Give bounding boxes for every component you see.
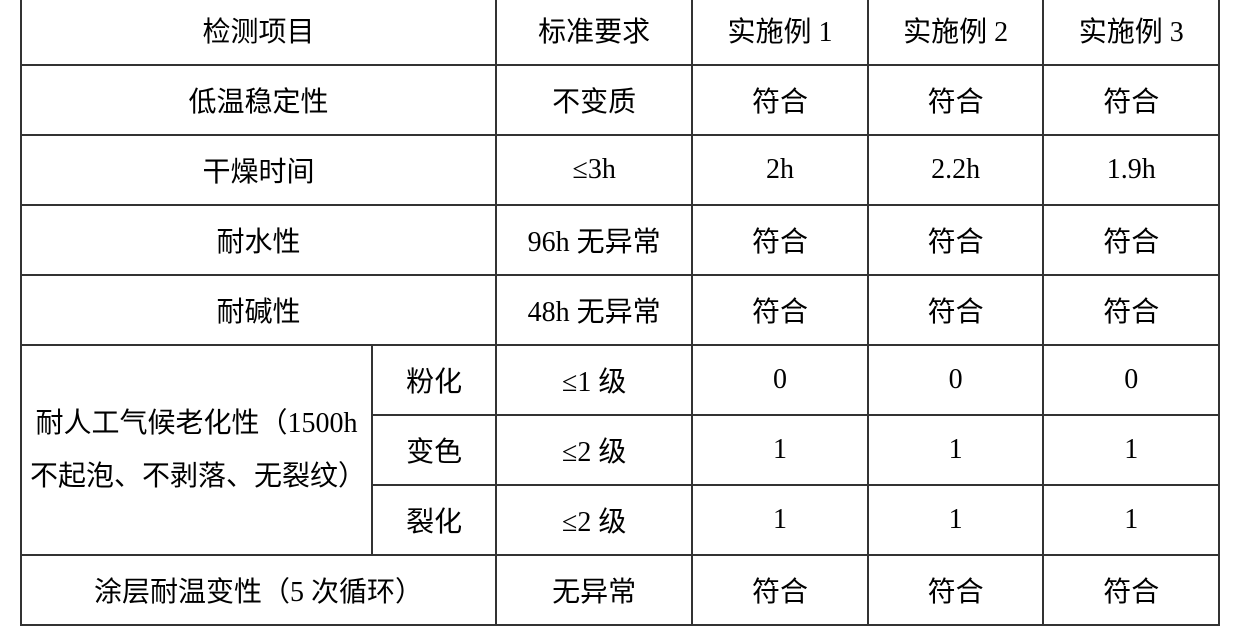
- ex2-cell: 符合: [868, 275, 1044, 345]
- ex2-cell: 0: [868, 345, 1044, 415]
- standard-cell: ≤1 级: [496, 345, 692, 415]
- header-standard: 标准要求: [496, 0, 692, 65]
- ex1-cell: 符合: [692, 65, 868, 135]
- ex3-cell: 0: [1043, 345, 1219, 415]
- item-cell: 耐碱性: [21, 275, 496, 345]
- ex3-cell: 1: [1043, 485, 1219, 555]
- ex2-cell: 符合: [868, 555, 1044, 625]
- ex1-cell: 2h: [692, 135, 868, 205]
- header-row: 检测项目 标准要求 实施例 1 实施例 2 实施例 3: [21, 0, 1219, 65]
- ex1-cell: 符合: [692, 275, 868, 345]
- table-row: 涂层耐温变性（5 次循环） 无异常 符合 符合 符合: [21, 555, 1219, 625]
- ex3-cell: 1.9h: [1043, 135, 1219, 205]
- header-item: 检测项目: [21, 0, 496, 65]
- header-ex1: 实施例 1: [692, 0, 868, 65]
- ex1-cell: 符合: [692, 205, 868, 275]
- standard-cell: 无异常: [496, 555, 692, 625]
- table-row: 干燥时间 ≤3h 2h 2.2h 1.9h: [21, 135, 1219, 205]
- sub-item-cell: 粉化: [372, 345, 496, 415]
- ex3-cell: 符合: [1043, 555, 1219, 625]
- standard-cell: ≤2 级: [496, 415, 692, 485]
- item-cell: 低温稳定性: [21, 65, 496, 135]
- ex2-cell: 1: [868, 485, 1044, 555]
- sub-item-cell: 裂化: [372, 485, 496, 555]
- table-row: 耐碱性 48h 无异常 符合 符合 符合: [21, 275, 1219, 345]
- item-cell: 耐水性: [21, 205, 496, 275]
- standard-cell: ≤3h: [496, 135, 692, 205]
- ex2-cell: 1: [868, 415, 1044, 485]
- weather-group-label: 耐人工气候老化性（1500h 不起泡、不剥落、无裂纹）: [21, 345, 372, 555]
- header-ex3: 实施例 3: [1043, 0, 1219, 65]
- item-cell: 干燥时间: [21, 135, 496, 205]
- ex1-cell: 1: [692, 485, 868, 555]
- ex2-cell: 符合: [868, 65, 1044, 135]
- ex1-cell: 1: [692, 415, 868, 485]
- ex3-cell: 符合: [1043, 65, 1219, 135]
- ex3-cell: 符合: [1043, 275, 1219, 345]
- ex3-cell: 符合: [1043, 205, 1219, 275]
- standard-cell: 48h 无异常: [496, 275, 692, 345]
- ex1-cell: 0: [692, 345, 868, 415]
- table-row: 低温稳定性 不变质 符合 符合 符合: [21, 65, 1219, 135]
- test-results-table: 检测项目 标准要求 实施例 1 实施例 2 实施例 3 低温稳定性 不变质 符合…: [20, 0, 1220, 626]
- ex2-cell: 符合: [868, 205, 1044, 275]
- ex2-cell: 2.2h: [868, 135, 1044, 205]
- item-cell: 涂层耐温变性（5 次循环）: [21, 555, 496, 625]
- standard-cell: 96h 无异常: [496, 205, 692, 275]
- standard-cell: 不变质: [496, 65, 692, 135]
- ex3-cell: 1: [1043, 415, 1219, 485]
- header-ex2: 实施例 2: [868, 0, 1044, 65]
- ex1-cell: 符合: [692, 555, 868, 625]
- standard-cell: ≤2 级: [496, 485, 692, 555]
- table-row: 耐水性 96h 无异常 符合 符合 符合: [21, 205, 1219, 275]
- table-row: 耐人工气候老化性（1500h 不起泡、不剥落、无裂纹） 粉化 ≤1 级 0 0 …: [21, 345, 1219, 415]
- sub-item-cell: 变色: [372, 415, 496, 485]
